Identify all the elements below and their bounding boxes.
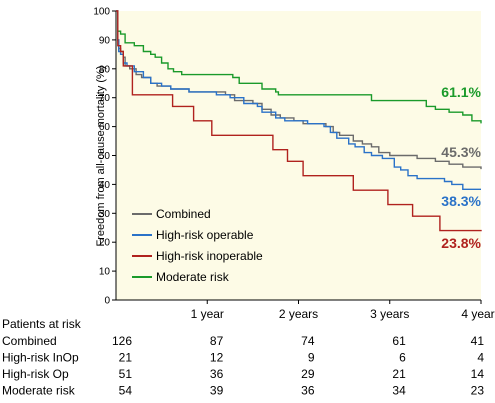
risk-cell: 36 — [210, 367, 224, 381]
y-tick-label: 40 — [99, 180, 111, 191]
y-axis-label: Freedom from all-cause mortality (%) — [95, 66, 107, 247]
risk-cell: 126 — [112, 334, 132, 348]
risk-row-label: High-risk InOp — [2, 351, 79, 365]
risk-table-title: Patients at risk — [2, 317, 82, 331]
series-line — [116, 10, 481, 190]
series-end-label: 23.8% — [441, 235, 481, 251]
risk-cell: 54 — [119, 384, 133, 398]
risk-cell: 51 — [119, 367, 133, 381]
legend-label: Combined — [156, 207, 211, 221]
series-layer — [116, 10, 482, 232]
y-tick-label: 30 — [99, 209, 111, 220]
risk-cell: 23 — [471, 384, 485, 398]
risk-cell: 12 — [210, 351, 224, 365]
risk-cell: 29 — [301, 367, 315, 381]
risk-row-label: Combined — [2, 334, 57, 348]
y-tick-label: 0 — [104, 296, 110, 307]
risk-cell: 61 — [392, 334, 406, 348]
series-end-label: 38.3% — [441, 193, 481, 209]
risk-cell: 74 — [301, 334, 315, 348]
x-tick-label: 1 year — [191, 307, 224, 321]
risk-cell: 14 — [471, 367, 485, 381]
y-tick-label: 50 — [99, 151, 111, 162]
legend-label: High-risk inoperable — [156, 249, 263, 263]
x-tick-label: 2 years — [279, 307, 318, 321]
risk-cell: 9 — [308, 351, 315, 365]
risk-cell: 41 — [471, 334, 485, 348]
x-tick-label: 4 years — [461, 307, 495, 321]
y-tick-label: 90 — [99, 35, 111, 46]
risk-row-label: High-risk Op — [2, 367, 69, 381]
y-tick-label: 100 — [93, 7, 110, 18]
chart-axes: 0 10 20 30 40 50 60 70 80 90 100 1 year 2 years 3 yea… — [93, 7, 495, 322]
risk-cell: 87 — [210, 334, 224, 348]
y-tick-label: 20 — [99, 238, 111, 249]
legend-label: Moderate risk — [156, 270, 230, 284]
y-tick-label: 70 — [99, 93, 111, 104]
series-line — [116, 10, 482, 124]
series-line — [116, 10, 482, 232]
legend-label: High-risk operable — [156, 228, 254, 242]
risk-cell: 39 — [210, 384, 224, 398]
risk-row-label: Moderate risk — [2, 384, 76, 398]
y-tick-label: 10 — [99, 267, 111, 278]
risk-cell: 21 — [392, 367, 406, 381]
risk-cell: 4 — [477, 351, 484, 365]
risk-cell: 6 — [399, 351, 406, 365]
plot-area — [116, 11, 481, 300]
plot-background — [116, 11, 481, 300]
series-end-label: 45.3% — [441, 144, 481, 160]
risk-cell: 36 — [301, 384, 315, 398]
legend: Combined High-risk operable High-risk inop… — [132, 207, 263, 284]
x-tick-label: 3 years — [370, 307, 409, 321]
risk-cell: 34 — [392, 384, 406, 398]
series-end-label: 61.1% — [441, 84, 481, 100]
risk-cell: 21 — [119, 351, 133, 365]
end-labels: 61.1% 45.3% 38.3% 23.8% — [441, 84, 481, 251]
y-tick-label: 80 — [99, 64, 111, 75]
y-tick-label: 60 — [99, 122, 111, 133]
